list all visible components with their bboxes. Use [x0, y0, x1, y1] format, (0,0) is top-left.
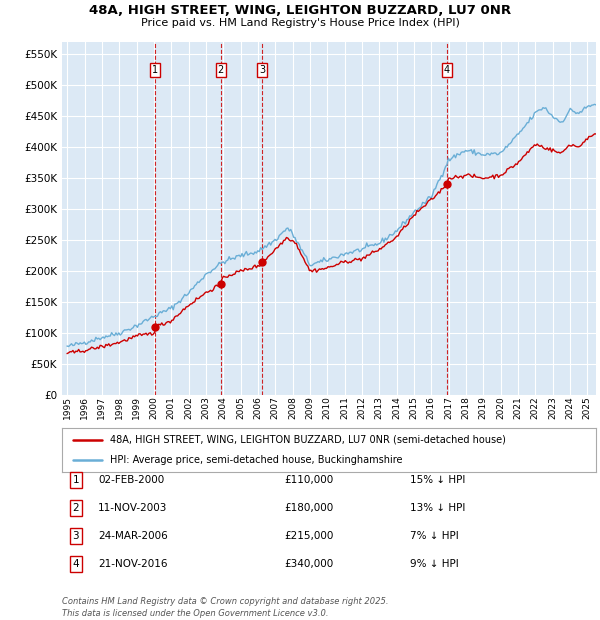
Text: 24-MAR-2006: 24-MAR-2006 — [98, 531, 168, 541]
Text: 02-FEB-2000: 02-FEB-2000 — [98, 475, 164, 485]
Text: 13% ↓ HPI: 13% ↓ HPI — [410, 503, 466, 513]
Text: £215,000: £215,000 — [284, 531, 334, 541]
Text: Price paid vs. HM Land Registry's House Price Index (HPI): Price paid vs. HM Land Registry's House … — [140, 18, 460, 28]
Text: 9% ↓ HPI: 9% ↓ HPI — [410, 559, 459, 569]
Text: 48A, HIGH STREET, WING, LEIGHTON BUZZARD, LU7 0NR (semi-detached house): 48A, HIGH STREET, WING, LEIGHTON BUZZARD… — [110, 435, 506, 445]
Text: £340,000: £340,000 — [284, 559, 333, 569]
Text: 3: 3 — [73, 531, 79, 541]
Text: 3: 3 — [259, 65, 265, 75]
Text: 2: 2 — [73, 503, 79, 513]
Text: Contains HM Land Registry data © Crown copyright and database right 2025.
This d: Contains HM Land Registry data © Crown c… — [62, 597, 389, 618]
Text: 21-NOV-2016: 21-NOV-2016 — [98, 559, 167, 569]
Text: 7% ↓ HPI: 7% ↓ HPI — [410, 531, 459, 541]
Text: 4: 4 — [73, 559, 79, 569]
Text: 1: 1 — [73, 475, 79, 485]
Text: 15% ↓ HPI: 15% ↓ HPI — [410, 475, 466, 485]
Text: 11-NOV-2003: 11-NOV-2003 — [98, 503, 167, 513]
Text: 1: 1 — [152, 65, 158, 75]
Text: 4: 4 — [443, 65, 450, 75]
Text: 2: 2 — [218, 65, 224, 75]
Text: £180,000: £180,000 — [284, 503, 333, 513]
Text: 48A, HIGH STREET, WING, LEIGHTON BUZZARD, LU7 0NR: 48A, HIGH STREET, WING, LEIGHTON BUZZARD… — [89, 4, 511, 17]
Text: £110,000: £110,000 — [284, 475, 333, 485]
Text: HPI: Average price, semi-detached house, Buckinghamshire: HPI: Average price, semi-detached house,… — [110, 455, 403, 465]
